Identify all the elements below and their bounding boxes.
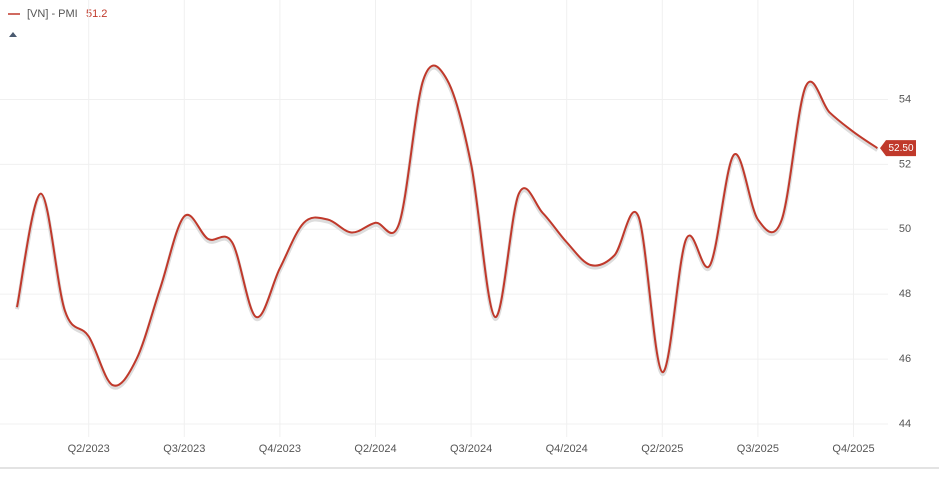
y-tick-label: 54 [899, 93, 911, 105]
legend-value: 51.2 [86, 8, 107, 20]
x-tick-label: Q3/2024 [450, 443, 492, 455]
x-tick-label: Q2/2025 [641, 443, 683, 455]
value-badge [880, 140, 916, 157]
x-tick-label: Q2/2024 [354, 443, 396, 455]
y-tick-label: 48 [899, 288, 911, 300]
legend-label: [VN] - PMI [27, 8, 78, 20]
x-tick-label: Q2/2023 [68, 443, 110, 455]
x-tick-label: Q4/2023 [259, 443, 301, 455]
grid [0, 0, 888, 437]
y-tick-label: 46 [899, 353, 911, 365]
y-tick-label: 50 [899, 223, 911, 235]
collapse-toggle[interactable] [9, 32, 17, 37]
value-label: 52.50 [888, 143, 913, 154]
x-tick-label: Q3/2025 [737, 443, 779, 455]
line-shadow [15, 65, 879, 390]
x-tick-label: Q4/2024 [546, 443, 588, 455]
y-tick-label: 44 [899, 418, 911, 430]
line [16, 64, 878, 387]
y-tick-label: 52 [899, 158, 911, 170]
x-tick-label: Q4/2025 [832, 443, 874, 455]
x-tick-label: Q3/2023 [163, 443, 205, 455]
